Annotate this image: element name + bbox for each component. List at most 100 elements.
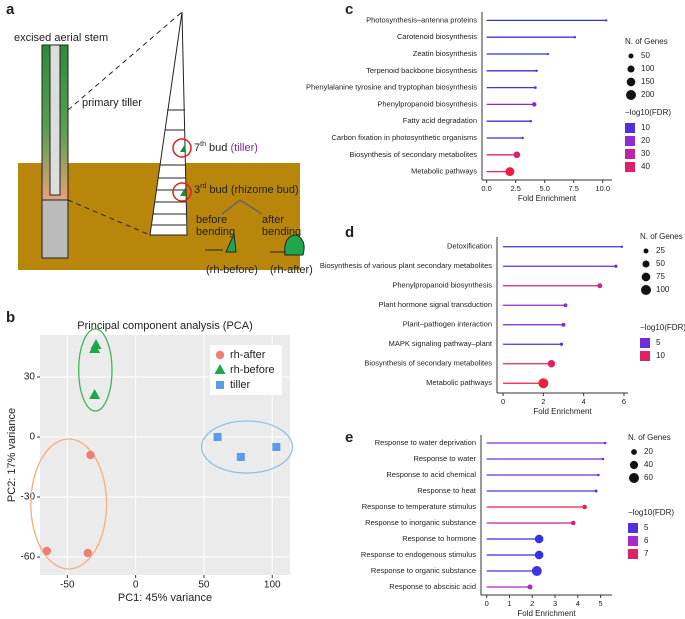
zoom-line [67, 11, 183, 111]
legend-title: N. of Genes [628, 433, 671, 442]
legend-marker [214, 364, 226, 374]
legend-label: 50 [656, 259, 665, 268]
x-tick-label: 4 [582, 397, 586, 406]
category-label: Plant–pathogen interaction [403, 320, 492, 329]
category-label: Fatty acid degradation [403, 116, 477, 125]
panel-a: a excised aerial stem primary tiller 7th… [6, 1, 313, 276]
label: bending [262, 226, 301, 238]
legend-size [628, 53, 634, 59]
category-label: Response to heat [417, 486, 477, 495]
dot [571, 520, 576, 526]
y-tick-label: 0 [29, 432, 35, 443]
dot [505, 167, 515, 177]
panel-label: d [345, 224, 354, 241]
legend-title: −log10(FDR) [640, 323, 685, 332]
x-tick-label: 0 [501, 397, 505, 406]
dot [534, 550, 544, 560]
dot [620, 245, 624, 248]
legend-color [625, 123, 635, 133]
category-label: Response to abscisic acid [389, 582, 476, 591]
legend-label: tiller [230, 379, 251, 391]
stem-core [49, 44, 61, 196]
legend-size [642, 260, 650, 268]
label: 3rd bud (rhizome bud) [194, 183, 299, 196]
legend-color [640, 351, 650, 361]
t: 7 [194, 142, 200, 154]
x-tick-label: 50 [198, 580, 210, 591]
dot [594, 489, 598, 493]
y-tick-label: -30 [21, 492, 36, 503]
dot [521, 136, 524, 140]
x-tick-label: 10.0 [595, 184, 610, 193]
category-label: Carbon fixation in photosynthetic organi… [332, 133, 478, 142]
t: rd [200, 183, 206, 190]
dot [527, 584, 533, 590]
legend-color [628, 536, 638, 546]
dot [614, 264, 618, 268]
dot [531, 102, 537, 107]
label: 7th bud (tiller) [194, 141, 258, 154]
tiller [149, 11, 188, 236]
legend-label: 75 [656, 272, 665, 281]
dot [597, 283, 603, 289]
legend-title: N. of Genes [640, 232, 683, 241]
bud-after [270, 234, 305, 256]
dot [529, 119, 532, 123]
legend-title: −log10(FDR) [628, 508, 674, 517]
x-tick-label: 1 [507, 599, 511, 608]
dot [534, 86, 537, 89]
panel-label: b [6, 309, 15, 326]
legend-size [641, 285, 651, 295]
category-label: Metabolic pathways [411, 167, 477, 176]
x-tick-label: 7.5 [568, 184, 578, 193]
nodes [152, 109, 186, 226]
x-tick-label: 6 [622, 397, 626, 406]
x-tick-label: 5.0 [539, 184, 549, 193]
t: (tiller) [230, 142, 258, 154]
rhizome [41, 199, 69, 259]
x-tick-label: -50 [60, 580, 75, 591]
confidence-ellipse [77, 328, 113, 412]
chart-title: Principal component analysis (PCA) [77, 320, 252, 332]
category-label: Terpenoid backbone biosynthesis [366, 66, 477, 75]
y-tick-label: -60 [21, 552, 36, 563]
legend-label: 50 [641, 51, 650, 60]
zoom-line [67, 199, 151, 236]
legend-color [625, 136, 635, 146]
dot [605, 19, 608, 22]
dot [573, 35, 577, 39]
legend-size [641, 272, 651, 282]
point [86, 450, 95, 460]
legend-color [625, 149, 635, 159]
panel-label: e [345, 429, 353, 446]
dot [547, 53, 550, 55]
point [89, 389, 101, 399]
x-tick-label: 2 [541, 397, 545, 406]
legend-label: 60 [644, 473, 653, 482]
legend-marker [215, 350, 225, 360]
legend-label: 7 [644, 549, 649, 558]
category-label: Phenylpropanoid biosynthesis [392, 281, 492, 290]
category-label: Plant hormone signal transduction [379, 300, 492, 309]
dot [603, 441, 607, 445]
y-tick-label: 30 [24, 372, 36, 383]
category-label: Response to hormone [402, 534, 476, 543]
legend-label: rh-before [230, 364, 275, 376]
label: before [196, 214, 227, 226]
category-label: Metabolic pathways [426, 378, 492, 387]
bud [180, 188, 186, 196]
legend-label: 10 [641, 123, 650, 132]
dot [531, 566, 542, 576]
legend-color [628, 549, 638, 559]
label: primary tiller [82, 97, 142, 109]
dot [513, 151, 521, 159]
legend-label: 200 [641, 90, 655, 99]
x-axis-label: Fold Enrichment [533, 407, 592, 416]
category-label: Phenylalanine tyrosine and tryptophan bi… [306, 83, 477, 92]
bud-before [205, 232, 237, 253]
t: th [200, 141, 206, 148]
dot [563, 303, 568, 308]
legend-label: 40 [644, 460, 653, 469]
legend-label: 100 [656, 285, 670, 294]
legend-size [627, 65, 635, 73]
